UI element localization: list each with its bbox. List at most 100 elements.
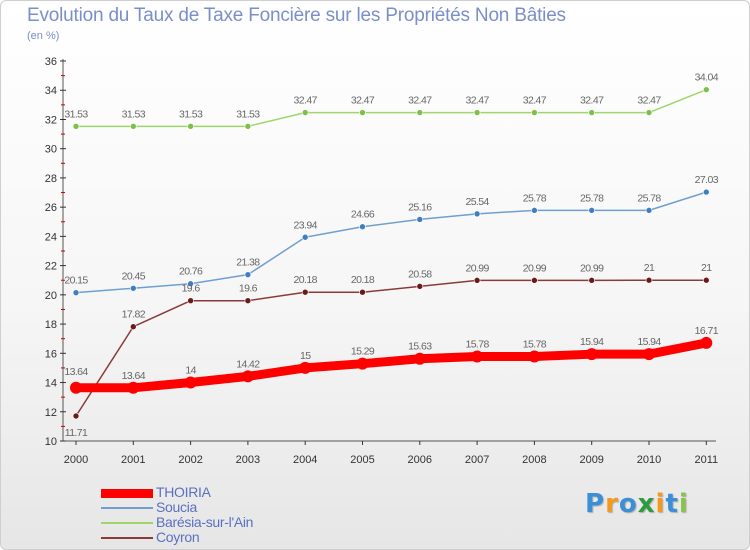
legend-swatch: [101, 522, 153, 524]
x-tick-label: 2010: [637, 454, 661, 466]
data-point: [471, 350, 484, 363]
series-line: [75, 88, 708, 128]
data-label: 25.16: [408, 201, 432, 213]
data-point: [588, 109, 596, 116]
data-label: 20.58: [408, 268, 432, 280]
data-label: 11.71: [65, 427, 88, 439]
data-label: 20.18: [294, 274, 318, 286]
data-label: 19.6: [182, 283, 201, 295]
data-label: 15.78: [465, 339, 489, 351]
legend-swatch: [101, 537, 153, 539]
y-tick-label: 12: [45, 407, 57, 419]
data-label: 14: [185, 365, 196, 377]
data-point: [244, 123, 252, 130]
data-label: 31.53: [64, 108, 88, 120]
data-point: [416, 283, 424, 290]
legend-label: THOIRIA: [156, 484, 211, 500]
data-point: [702, 188, 710, 196]
data-point: [241, 370, 254, 383]
data-label: 14.42: [236, 358, 260, 370]
data-label: 32.47: [580, 95, 604, 107]
data-label: 15.29: [351, 346, 375, 358]
series-line: [75, 279, 708, 417]
data-label: 32.47: [465, 95, 489, 107]
data-label: 25.78: [580, 192, 604, 204]
data-point: [531, 109, 538, 116]
data-point: [187, 280, 194, 288]
y-tick-label: 22: [45, 261, 57, 273]
y-tick-label: 26: [45, 202, 57, 214]
data-point: [416, 216, 424, 223]
data-point: [184, 376, 197, 389]
data-label: 15: [300, 350, 311, 362]
data-point: [301, 109, 309, 116]
y-tick-label: 30: [45, 144, 57, 156]
data-point: [70, 381, 82, 394]
x-tick-label: 2011: [694, 454, 718, 466]
data-point: [72, 412, 80, 420]
data-point: [187, 123, 194, 130]
data-point: [359, 223, 366, 231]
x-tick-label: 2004: [293, 454, 317, 466]
data-label: 20.99: [523, 262, 547, 274]
data-point: [72, 289, 80, 296]
data-label: 13.64: [122, 370, 146, 382]
x-tick-label: 2005: [350, 454, 374, 466]
data-point: [531, 207, 538, 214]
y-tick-label: 14: [45, 378, 57, 390]
data-point: [130, 123, 137, 130]
data-point: [473, 109, 481, 116]
x-tick-label: 2000: [64, 454, 88, 466]
data-label: 34.04: [695, 72, 719, 84]
data-label: 21: [701, 262, 712, 274]
x-tick-label: 2002: [178, 454, 202, 466]
data-point: [359, 288, 366, 296]
data-point: [187, 297, 194, 304]
data-label: 25.78: [637, 192, 661, 204]
data-label: 20.15: [64, 275, 88, 287]
x-tick-label: 2001: [121, 454, 145, 466]
data-point: [413, 352, 426, 365]
data-label: 32.47: [637, 95, 661, 107]
legend-label: Soucia: [156, 499, 198, 515]
data-point: [244, 271, 252, 278]
data-point: [130, 323, 137, 331]
y-tick-label: 28: [45, 173, 57, 185]
data-label: 21.38: [236, 257, 260, 269]
x-tick-label: 2003: [236, 454, 260, 466]
data-label: 20.76: [179, 266, 203, 278]
data-point: [301, 288, 309, 296]
series-soucia: [72, 188, 710, 296]
data-point: [473, 277, 481, 284]
data-label: 13.64: [64, 366, 88, 378]
series-line: [71, 338, 711, 393]
data-label: 20.99: [580, 262, 604, 274]
data-label: 15.94: [637, 336, 661, 348]
data-label: 20.18: [351, 274, 375, 286]
data-label: 25.54: [465, 196, 489, 208]
data-point: [531, 277, 538, 284]
legend-swatch: [101, 488, 153, 498]
data-point: [244, 297, 252, 304]
x-tick-label: 2009: [579, 454, 603, 466]
data-label: 27.03: [695, 174, 719, 186]
y-tick-label: 34: [45, 85, 57, 97]
data-label: 20.45: [122, 270, 146, 282]
data-point: [645, 207, 653, 214]
chart-title: Evolution du Taux de Taxe Foncière sur l…: [27, 5, 566, 26]
y-tick-label: 32: [45, 114, 57, 126]
y-tick-label: 36: [45, 56, 57, 68]
data-label: 15.94: [580, 336, 604, 348]
x-tick-label: 2007: [465, 454, 489, 466]
data-point: [702, 86, 710, 93]
series-thoiria: [70, 336, 713, 394]
data-label: 23.94: [294, 219, 318, 231]
data-point: [588, 277, 596, 284]
data-point: [359, 109, 366, 116]
data-point: [700, 336, 713, 349]
data-label: 17.82: [122, 309, 146, 321]
data-point: [301, 233, 309, 241]
x-tick-label: 2008: [522, 454, 546, 466]
data-point: [356, 357, 369, 370]
